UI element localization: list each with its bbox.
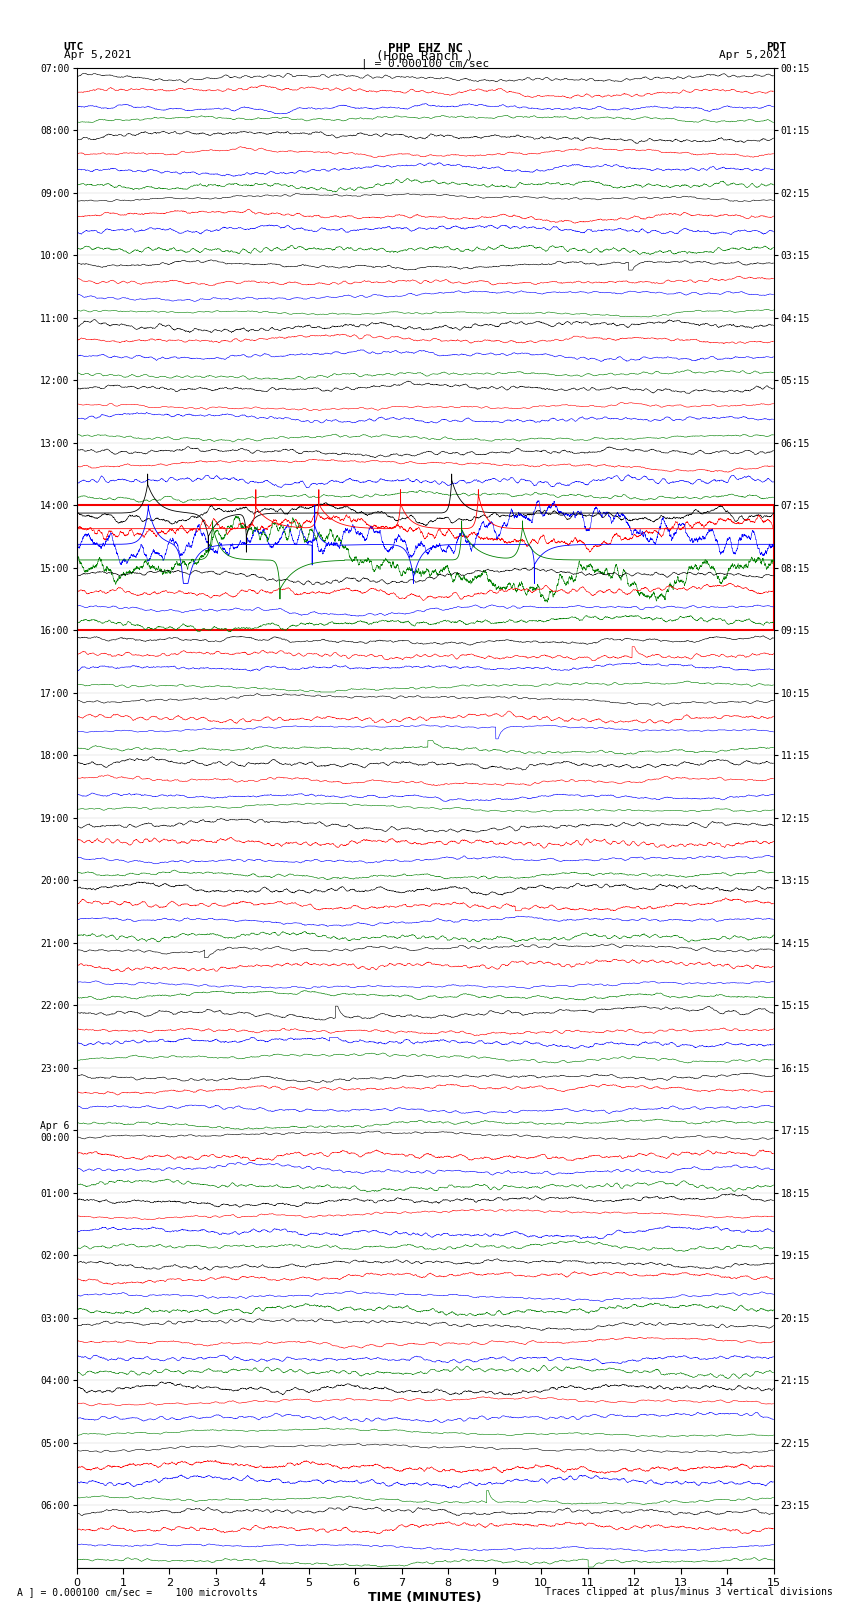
- Text: Traces clipped at plus/minus 3 vertical divisions: Traces clipped at plus/minus 3 vertical …: [545, 1587, 833, 1597]
- Bar: [76, 1381, 774, 1442]
- Bar: [76, 1442, 774, 1505]
- Text: Apr 5,2021: Apr 5,2021: [64, 50, 131, 60]
- Bar: [76, 818, 774, 881]
- Bar: [76, 1131, 774, 1194]
- Bar: [76, 1068, 774, 1131]
- Bar: [76, 255, 774, 318]
- Bar: [76, 505, 774, 631]
- Bar: [76, 318, 774, 381]
- Bar: [76, 442, 774, 505]
- Text: PHP EHZ NC: PHP EHZ NC: [388, 42, 462, 55]
- Bar: [76, 881, 774, 942]
- Text: Apr 5,2021: Apr 5,2021: [719, 50, 786, 60]
- Text: A ] = 0.000100 cm/sec =    100 microvolts: A ] = 0.000100 cm/sec = 100 microvolts: [17, 1587, 258, 1597]
- Bar: [76, 694, 774, 755]
- Bar: [76, 568, 774, 631]
- Text: PDT: PDT: [766, 42, 786, 52]
- Bar: [76, 131, 774, 194]
- Bar: [76, 1255, 774, 1318]
- Bar: [76, 1505, 774, 1568]
- Bar: [76, 505, 774, 568]
- Text: UTC: UTC: [64, 42, 84, 52]
- Bar: [76, 194, 774, 255]
- Text: | = 0.000100 cm/sec: | = 0.000100 cm/sec: [361, 58, 489, 69]
- Bar: [76, 755, 774, 818]
- Bar: [76, 631, 774, 694]
- Bar: [76, 1005, 774, 1068]
- Bar: [76, 68, 774, 131]
- Bar: [76, 1194, 774, 1255]
- Text: (Hope Ranch ): (Hope Ranch ): [377, 50, 473, 63]
- Bar: [76, 942, 774, 1005]
- X-axis label: TIME (MINUTES): TIME (MINUTES): [368, 1590, 482, 1603]
- Bar: [76, 381, 774, 444]
- Bar: [76, 1318, 774, 1381]
